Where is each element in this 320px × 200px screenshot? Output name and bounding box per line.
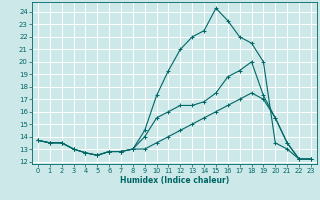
X-axis label: Humidex (Indice chaleur): Humidex (Indice chaleur) (120, 176, 229, 185)
